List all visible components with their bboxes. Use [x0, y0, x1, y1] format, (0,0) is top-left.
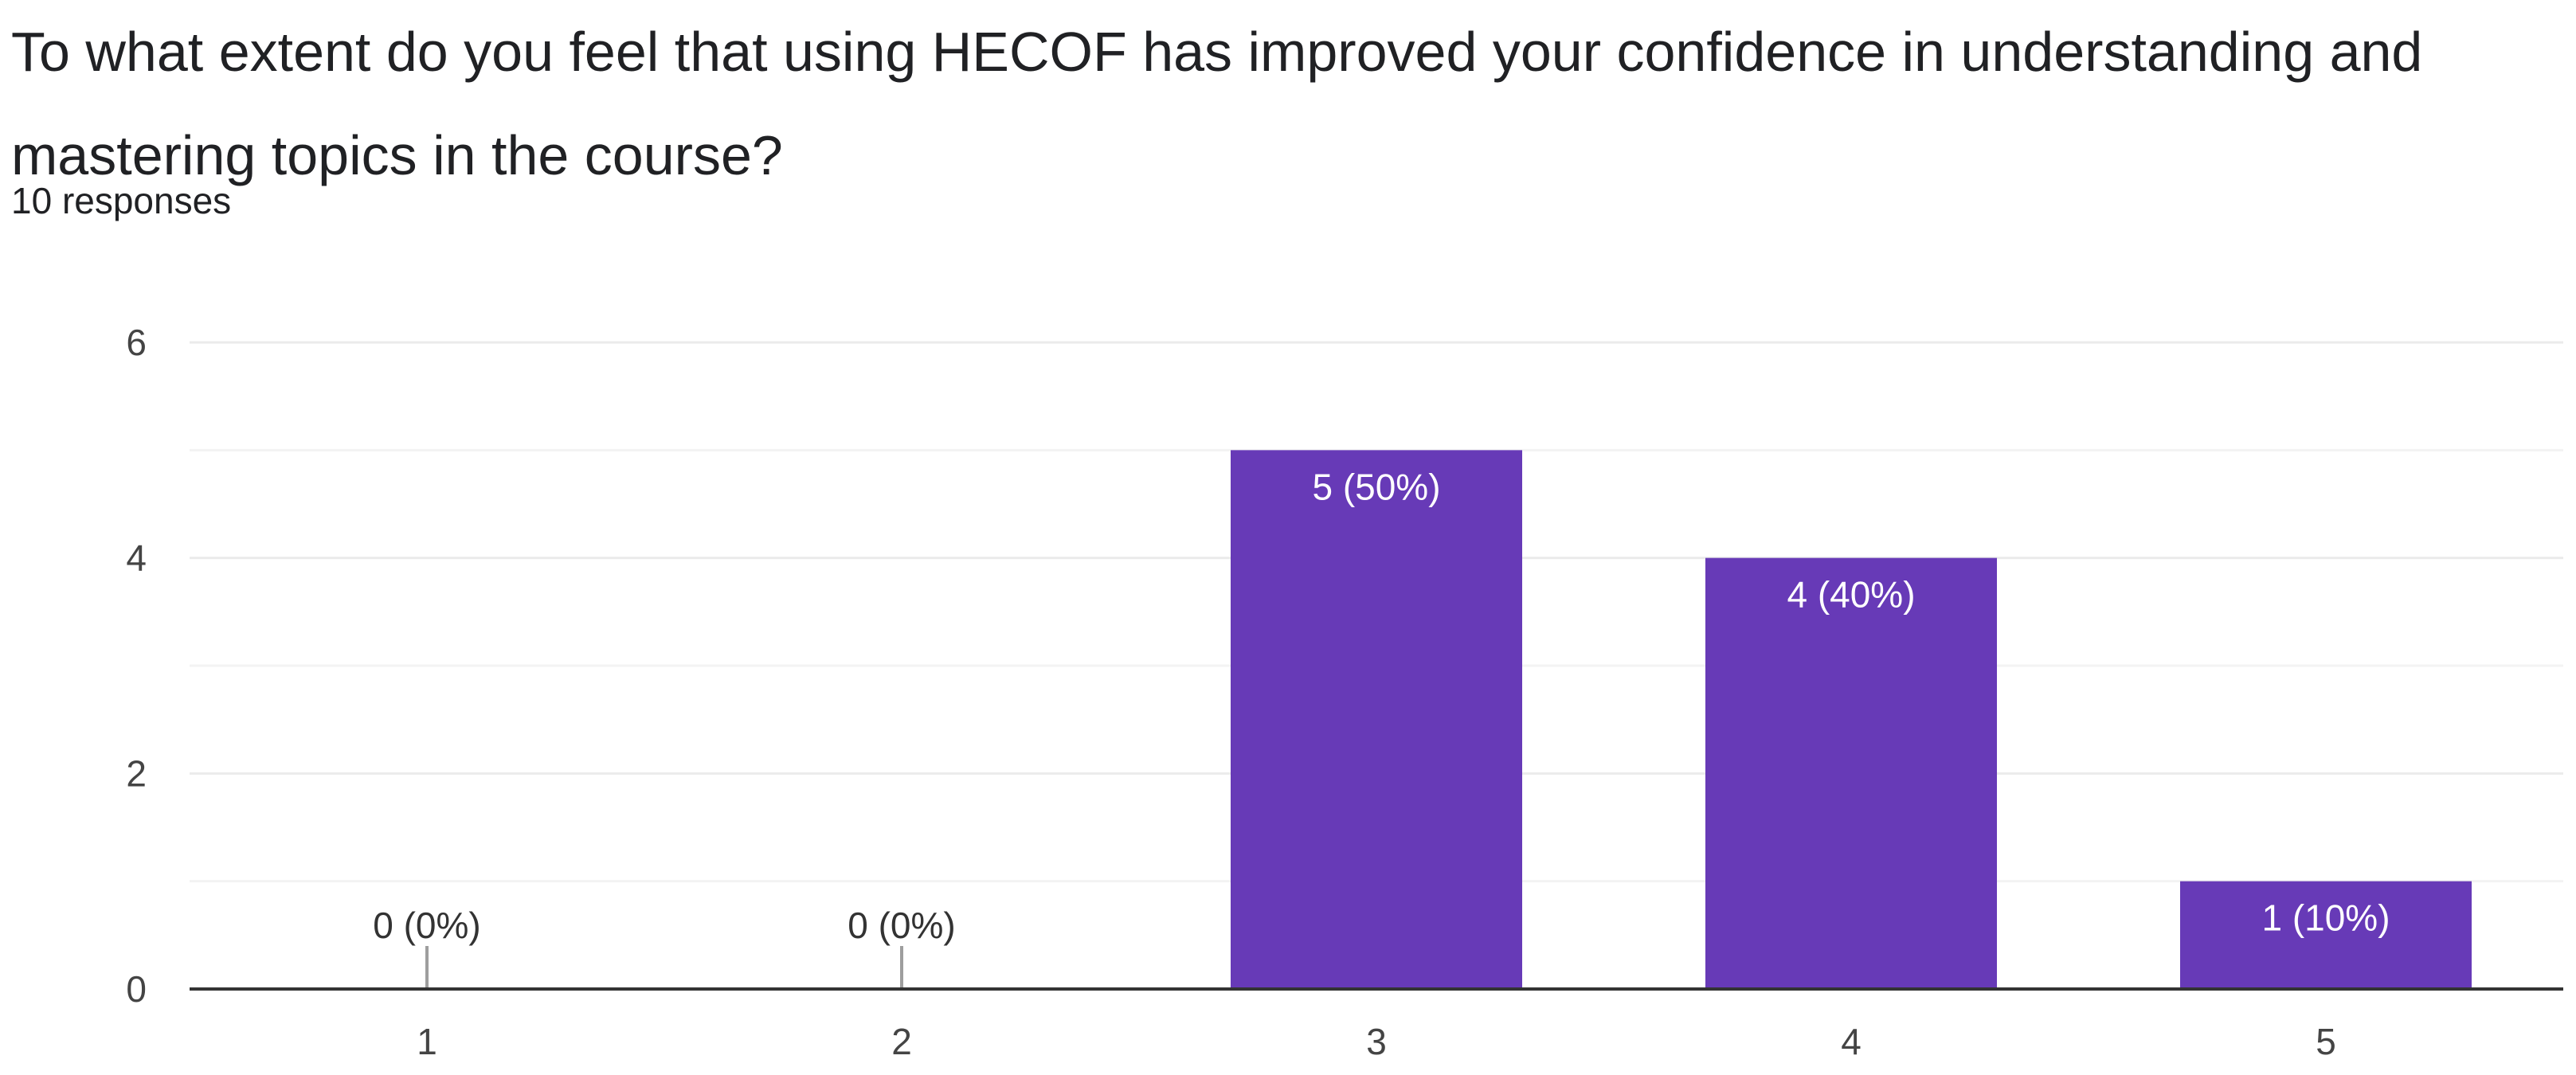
data-label-5: 1 (10%) [2261, 897, 2390, 939]
x-tick-label-1: 1 [417, 1021, 437, 1062]
response-count: 10 responses [11, 180, 232, 221]
bar-3[interactable] [1231, 450, 1522, 989]
y-tick-label-4: 4 [126, 538, 147, 579]
bar-5[interactable] [2180, 881, 2472, 989]
data-labels: 0 (0%) 0 (0%) 5 (50%) 4 (40%) 1 (10%) [373, 466, 2390, 946]
bars [425, 450, 2472, 989]
y-tick-label-2: 2 [126, 752, 147, 794]
x-tick-label-3: 3 [1366, 1021, 1387, 1062]
x-tick-label-2: 2 [891, 1021, 912, 1062]
data-label-3: 5 (50%) [1312, 466, 1440, 507]
y-tick-label-6: 6 [126, 322, 147, 363]
bar-4[interactable] [1705, 557, 1997, 989]
x-tick-label-4: 4 [1841, 1021, 1862, 1062]
x-tick-label-5: 5 [2316, 1021, 2336, 1062]
y-tick-label-0: 0 [126, 968, 147, 1010]
data-label-1: 0 (0%) [373, 905, 480, 946]
data-label-4: 4 (40%) [1787, 574, 1915, 616]
axes: 0 2 4 6 1 2 3 4 5 [126, 322, 2563, 1062]
data-label-2: 0 (0%) [848, 905, 955, 946]
question-title: To what extent do you feel that using HE… [11, 21, 2423, 186]
